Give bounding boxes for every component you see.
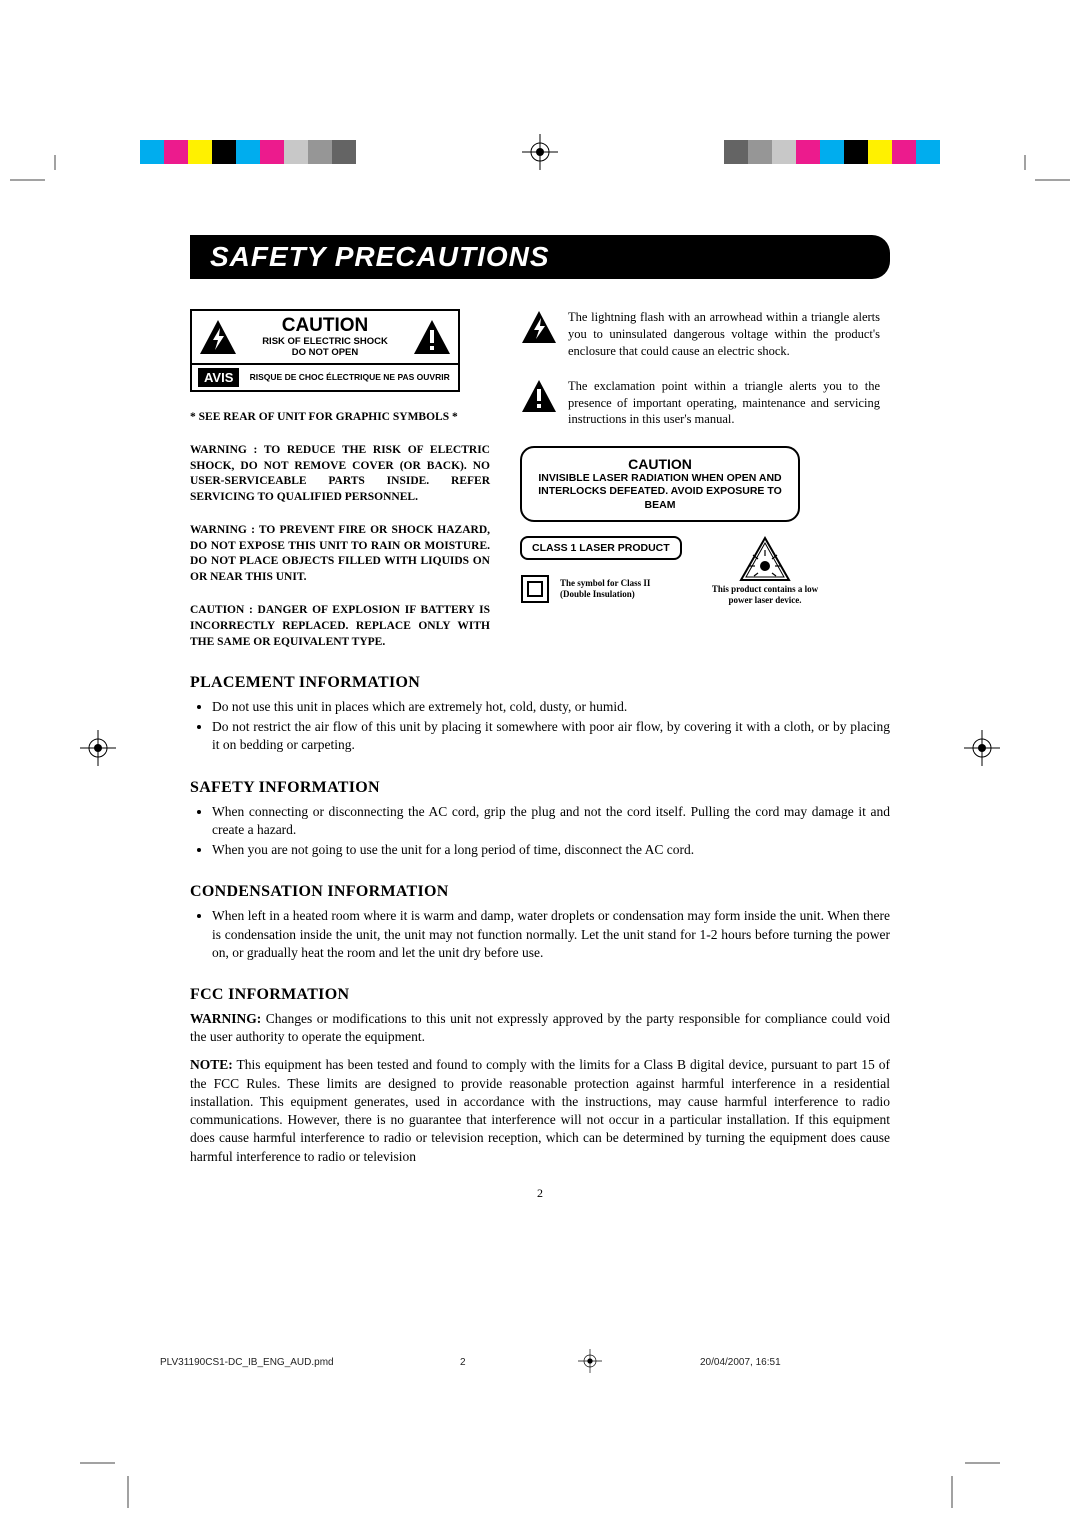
section-condensation-title: CONDENSATION INFORMATION xyxy=(190,883,890,901)
crop-mark-icon xyxy=(10,155,60,185)
fcc-note-para: NOTE: This equipment has been tested and… xyxy=(190,1056,890,1165)
fcc-warning-text: Changes or modifications to this unit no… xyxy=(190,1011,890,1044)
page-content: SAFETY PRECAUTIONS CAUTION RISK OF ELECT… xyxy=(190,235,890,1201)
laser-caution-box: CAUTION INVISIBLE LASER RADIATION WHEN O… xyxy=(520,446,800,521)
crop-mark-icon xyxy=(80,1448,140,1508)
warning-1: WARNING : TO REDUCE THE RISK OF ELECTRIC… xyxy=(190,443,490,505)
laser-device-text: This product contains a low power laser … xyxy=(710,584,820,606)
laser-caution-title: CAUTION xyxy=(534,456,786,472)
exclaim-triangle-icon xyxy=(520,378,558,414)
footer-meta: PLV31190CS1-DC_IB_ENG_AUD.pmd 2 20/04/20… xyxy=(160,1349,920,1376)
laser-triangle-icon xyxy=(739,536,791,582)
placement-list: Do not use this unit in places which are… xyxy=(190,698,890,755)
section-fcc-title: FCC INFORMATION xyxy=(190,986,890,1004)
caution-title: CAUTION xyxy=(238,315,412,337)
registration-mark-icon xyxy=(80,730,116,771)
laser-caution-body: INVISIBLE LASER RADIATION WHEN OPEN AND … xyxy=(534,472,786,511)
caution-box: CAUTION RISK OF ELECTRIC SHOCK DO NOT OP… xyxy=(190,309,460,392)
list-item: Do not use this unit in places which are… xyxy=(212,698,890,716)
footer-page: 2 xyxy=(460,1357,560,1368)
fcc-note-text: This equipment has been tested and found… xyxy=(190,1057,890,1163)
warning-2: WARNING : TO PREVENT FIRE OR SHOCK HAZAR… xyxy=(190,523,490,585)
crop-mark-icon xyxy=(940,1448,1000,1508)
print-marks-top xyxy=(0,140,1080,170)
right-column: The lightning flash with an arrowhead wi… xyxy=(520,309,880,650)
footer-filename: PLV31190CS1-DC_IB_ENG_AUD.pmd xyxy=(160,1357,460,1368)
page-number: 2 xyxy=(190,1186,890,1201)
list-item: When you are not going to use the unit f… xyxy=(212,841,890,859)
list-item: When connecting or disconnecting the AC … xyxy=(212,803,890,839)
registration-mark-icon xyxy=(964,730,1000,771)
warning-3: CAUTION : DANGER OF EXPLOSION IF BATTERY… xyxy=(190,603,490,650)
registration-mark-icon xyxy=(522,134,558,175)
avis-label: AVIS xyxy=(198,368,239,387)
caution-sub2: DO NOT OPEN xyxy=(238,348,412,359)
safety-list: When connecting or disconnecting the AC … xyxy=(190,803,890,860)
condensation-list: When left in a heated room where it is w… xyxy=(190,907,890,962)
section-placement-title: PLACEMENT INFORMATION xyxy=(190,674,890,692)
footer-datetime: 20/04/2007, 16:51 xyxy=(620,1357,920,1368)
page-title: SAFETY PRECAUTIONS xyxy=(190,235,890,279)
left-column: CAUTION RISK OF ELECTRIC SHOCK DO NOT OP… xyxy=(190,309,490,650)
shock-triangle-icon xyxy=(198,318,238,356)
avis-text: RISQUE DE CHOC ÉLECTRIQUE NE PAS OUVRIR xyxy=(247,373,452,382)
lightning-desc: The lightning flash with an arrowhead wi… xyxy=(568,309,880,360)
registration-mark-icon xyxy=(560,1349,620,1376)
section-safety-title: SAFETY INFORMATION xyxy=(190,779,890,797)
class2-text: The symbol for Class II (Double Insulati… xyxy=(560,578,680,600)
list-item: Do not restrict the air flow of this uni… xyxy=(212,718,890,754)
exclaim-desc: The exclamation point within a triangle … xyxy=(568,378,880,429)
see-rear-text: * SEE REAR OF UNIT FOR GRAPHIC SYMBOLS * xyxy=(190,410,490,426)
fcc-warning-label: WARNING: xyxy=(190,1011,261,1026)
class2-icon xyxy=(520,574,550,604)
fcc-note-label: NOTE: xyxy=(190,1057,233,1072)
list-item: When left in a heated room where it is w… xyxy=(212,907,890,962)
class1-label: CLASS 1 LASER PRODUCT xyxy=(520,536,682,560)
shock-triangle-icon xyxy=(520,309,558,345)
exclaim-triangle-icon xyxy=(412,318,452,356)
fcc-warning-para: WARNING: Changes or modifications to thi… xyxy=(190,1010,890,1046)
crop-mark-icon xyxy=(1020,155,1070,185)
